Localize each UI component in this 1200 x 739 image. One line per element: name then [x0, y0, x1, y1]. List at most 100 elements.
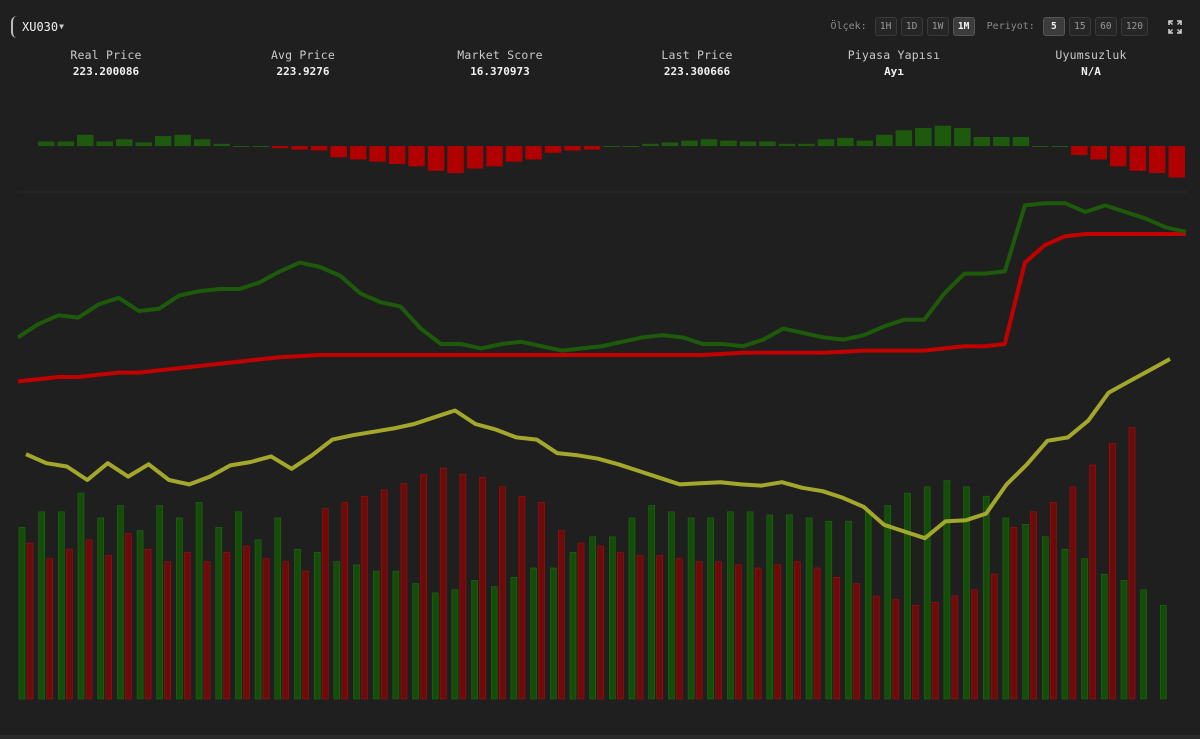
- volume-bar-red: [1089, 464, 1096, 700]
- volume-bar-red: [538, 502, 545, 700]
- stat-market-score: Market Score 16.370973: [420, 48, 580, 78]
- histogram-bar: [96, 141, 113, 146]
- stat-market-structure: Piyasa Yapısı Ayı: [814, 48, 974, 78]
- volume-bar-red: [479, 477, 486, 700]
- stat-value: 223.300666: [663, 65, 731, 78]
- histogram-bar: [408, 146, 425, 167]
- histogram-bar: [38, 141, 55, 146]
- volume-bar-red: [144, 548, 152, 700]
- volume-bar-red: [400, 483, 408, 700]
- symbol-selector[interactable]: XU030▼: [11, 16, 64, 38]
- volume-bar-red: [459, 474, 467, 700]
- volume-bar-red: [931, 601, 939, 700]
- period-button-60[interactable]: 60: [1094, 17, 1117, 36]
- volume-bar-green: [353, 564, 360, 700]
- histogram-bar: [778, 143, 796, 147]
- histogram-bar: [837, 137, 854, 146]
- volume-bar-green: [313, 552, 321, 700]
- volume-bar-green: [845, 520, 852, 700]
- stat-label: Avg Price: [270, 48, 336, 62]
- scale-button-1d[interactable]: 1D: [900, 17, 923, 36]
- volume-bar-red: [439, 467, 447, 700]
- volume-bar-green: [805, 517, 813, 700]
- volume-bar-green: [156, 505, 163, 700]
- scale-button-1w[interactable]: 1W: [926, 17, 949, 36]
- histogram-bar: [934, 125, 952, 147]
- volume-bar-green: [510, 576, 518, 700]
- volume-bar-green: [549, 567, 557, 700]
- volume-bar-green: [471, 580, 478, 700]
- volume-bar-green: [530, 567, 537, 700]
- stat-value: 223.9276: [276, 65, 330, 78]
- volume-bar-green: [490, 586, 498, 700]
- volume-bar-green: [825, 520, 833, 700]
- period-button-15[interactable]: 15: [1068, 17, 1091, 36]
- volume-bar-red: [518, 495, 526, 700]
- scale-button-1m[interactable]: 1M: [952, 17, 975, 36]
- scale-button-1h[interactable]: 1H: [874, 17, 897, 36]
- period-button-5[interactable]: 5: [1042, 17, 1065, 36]
- volume-bar-green: [1022, 523, 1029, 700]
- volume-bar-red: [341, 502, 349, 700]
- histogram-bar: [1071, 146, 1088, 155]
- volume-bar-green: [904, 492, 911, 700]
- histogram-bar: [486, 146, 503, 167]
- volume-bar-red: [754, 567, 762, 700]
- volume-bar-red: [1109, 442, 1116, 700]
- volume-bar-red: [164, 561, 171, 700]
- symbol-label: XU030: [22, 20, 59, 34]
- stat-label: Piyasa Yapısı: [847, 48, 941, 62]
- histogram-bar: [291, 146, 308, 150]
- histogram-bar: [1090, 146, 1107, 160]
- volume-bar-red: [616, 552, 624, 700]
- line-panel: [16, 201, 1187, 541]
- histogram-bar: [973, 137, 991, 146]
- volume-bar-red: [656, 555, 664, 700]
- volume-bar-red: [1010, 527, 1018, 700]
- volume-bar-green: [97, 517, 104, 700]
- volume-bar-green: [431, 592, 439, 700]
- period-button-120[interactable]: 120: [1120, 17, 1148, 36]
- histogram-bar: [330, 146, 347, 158]
- histogram-bar: [1032, 146, 1049, 147]
- volume-bar-red: [774, 564, 782, 700]
- volume-bar-red: [872, 595, 880, 700]
- chart-area[interactable]: [0, 95, 1200, 735]
- volume-bar-red: [990, 573, 998, 700]
- volume-panel: [18, 427, 1167, 700]
- volume-bar-green: [451, 589, 459, 700]
- stats-row: Real Price 223.200086 Avg Price 223.9276…: [0, 48, 1200, 82]
- volume-bar-green: [628, 517, 636, 700]
- fullscreen-icon[interactable]: [1168, 19, 1182, 34]
- volume-bar-green: [864, 511, 872, 700]
- volume-bar-green: [982, 495, 990, 700]
- volume-bar-red: [833, 576, 841, 700]
- bottom-border: [0, 735, 1200, 739]
- histogram-bar: [57, 141, 74, 146]
- stat-label: Market Score: [457, 48, 543, 62]
- volume-bar-red: [813, 567, 821, 700]
- volume-bar-green: [235, 511, 242, 700]
- volume-bar-red: [1030, 511, 1037, 700]
- volume-bar-red: [676, 558, 683, 700]
- volume-bar-green: [38, 511, 46, 700]
- volume-bar-green: [254, 539, 262, 700]
- histogram-bar: [661, 142, 679, 146]
- histogram-bar: [544, 146, 562, 153]
- volume-bar-green: [412, 583, 419, 700]
- stat-label: Last Price: [661, 48, 733, 62]
- volume-bar-red: [1128, 427, 1136, 700]
- volume-bar-red: [715, 561, 723, 700]
- volume-bar-green: [943, 480, 951, 700]
- volume-bar-green: [1081, 558, 1088, 700]
- volume-bar-green: [746, 511, 754, 700]
- stat-value: 223.200086: [72, 65, 140, 78]
- histogram-bar: [310, 146, 328, 151]
- volume-bar-red: [597, 545, 605, 700]
- histogram-bar: [388, 146, 406, 164]
- volume-bar-green: [608, 536, 616, 700]
- stat-real-price: Real Price 223.200086: [26, 48, 186, 78]
- histogram-bar: [681, 140, 698, 146]
- histogram-bar: [1012, 137, 1030, 146]
- histogram-bar: [232, 146, 250, 147]
